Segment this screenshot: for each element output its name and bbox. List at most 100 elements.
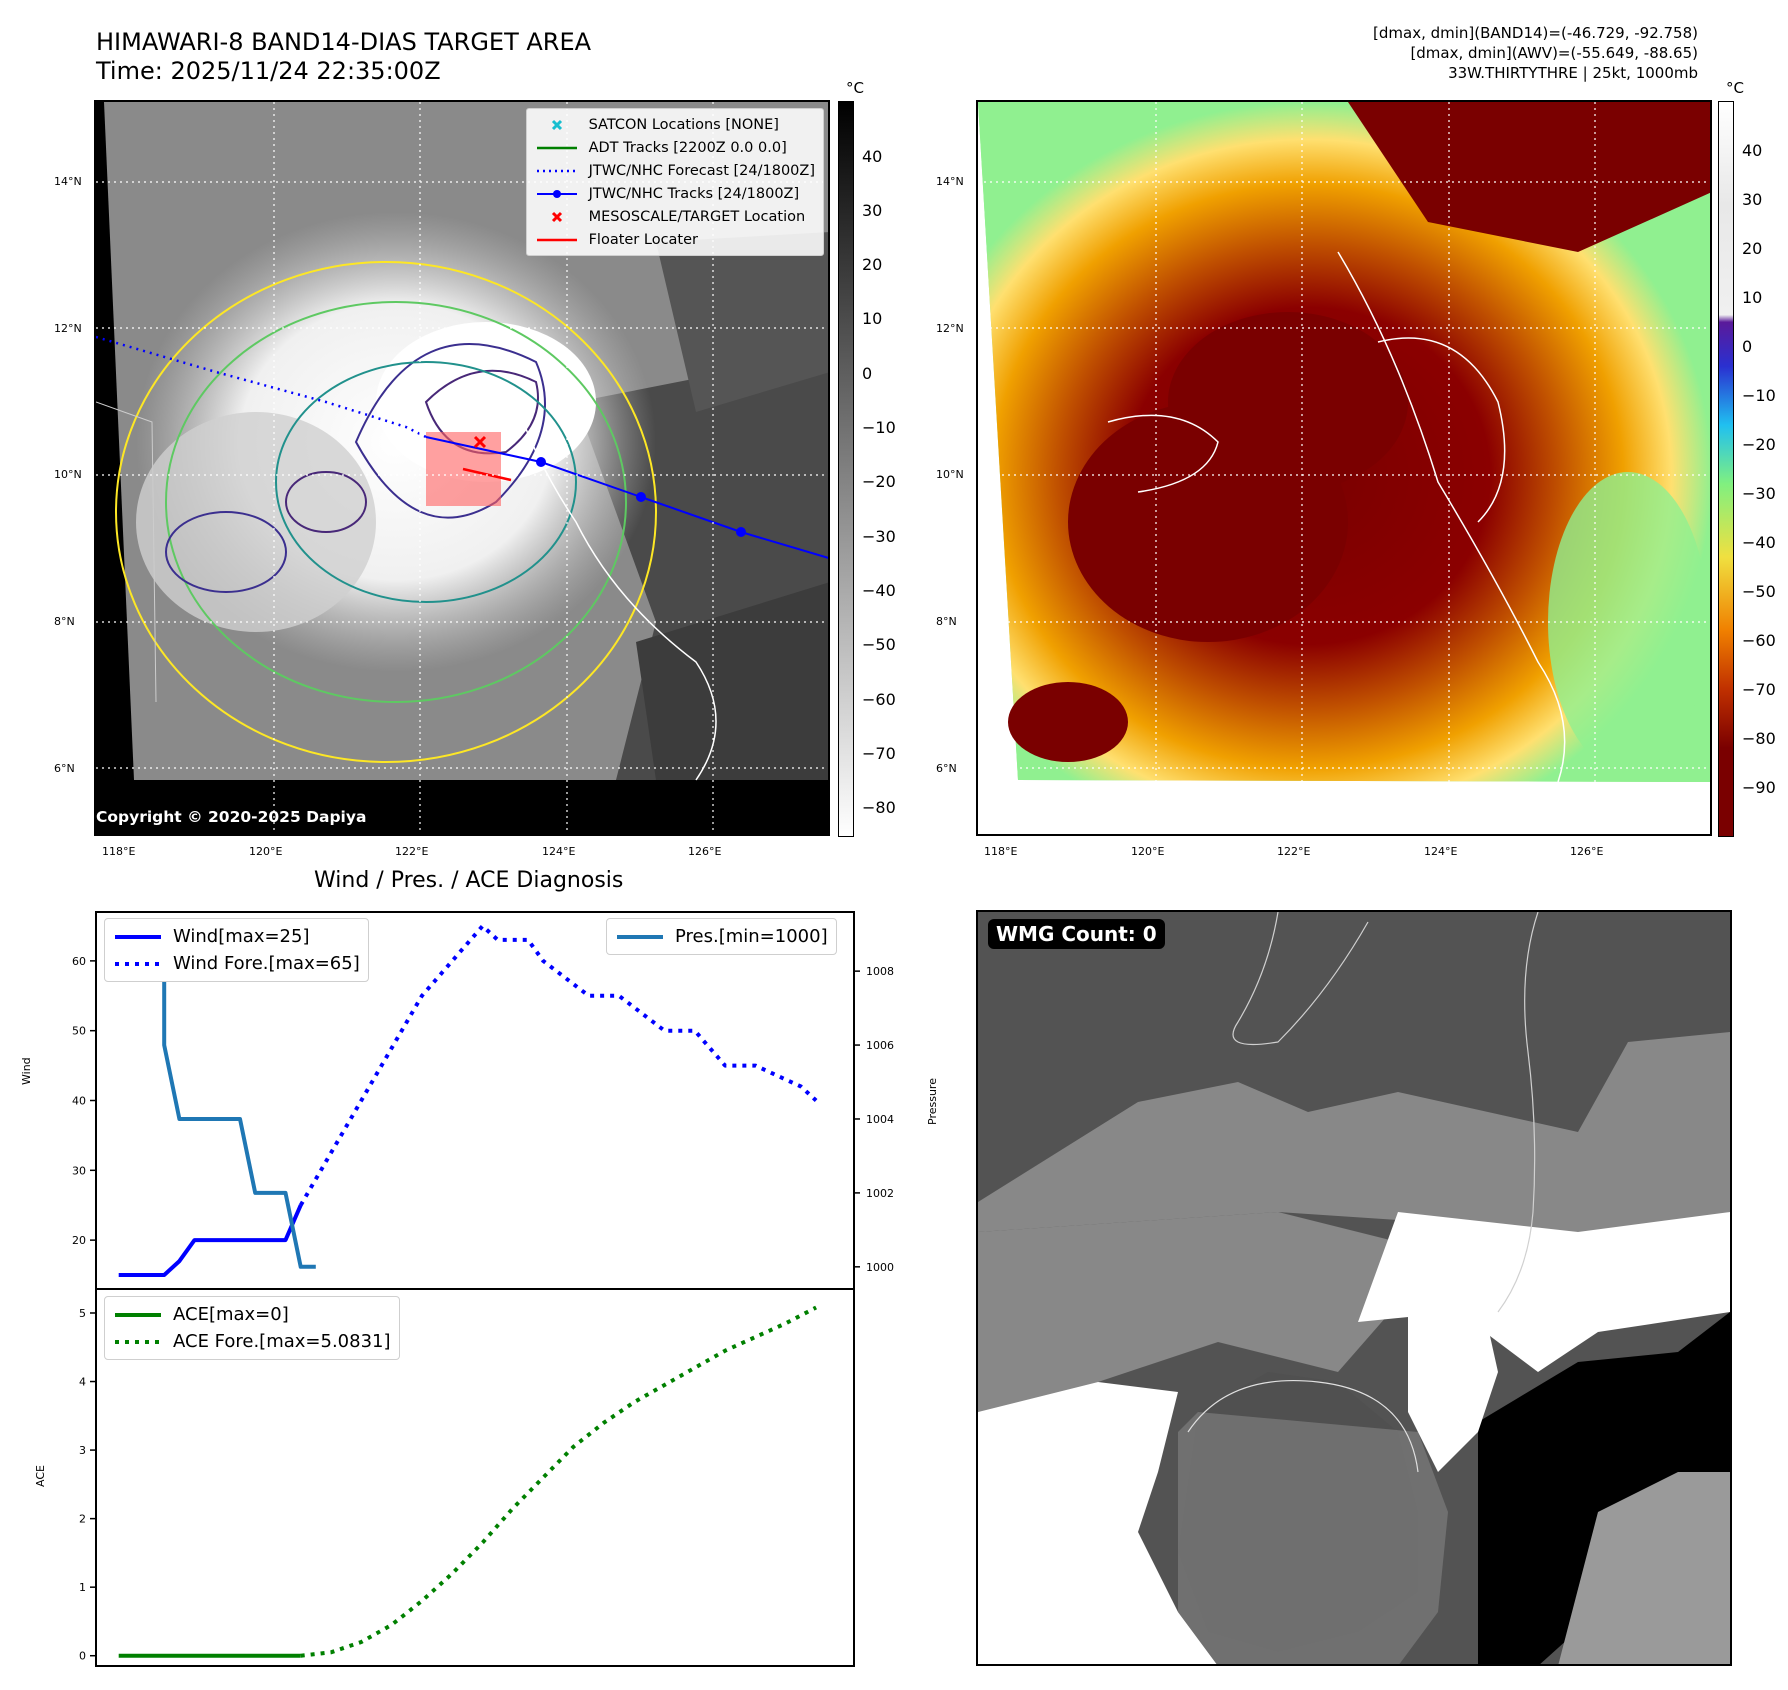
enh-cb-tick: −70 — [1742, 680, 1776, 699]
legend-satcon: SATCON Locations [NONE] — [535, 113, 815, 136]
ir-cb-tick: −10 — [862, 418, 896, 437]
line-swatch-icon — [535, 233, 579, 247]
lat-label: 12°N — [936, 322, 964, 335]
ir-cb-tick: −50 — [862, 635, 896, 654]
ir-cb-tick: −60 — [862, 690, 896, 709]
legend-floater: Floater Locater — [535, 228, 815, 251]
lon-label: 126°E — [688, 845, 722, 858]
y-tick-label: 20 — [72, 1234, 86, 1247]
lon-label: 124°E — [1424, 845, 1458, 858]
ace-legend: ACE[max=0] ACE Fore.[max=5.0831] — [104, 1296, 400, 1360]
y-tick-label: 5 — [79, 1307, 86, 1320]
ir-map-legend: SATCON Locations [NONE] ADT Tracks [2200… — [525, 108, 824, 256]
enh-cb-tick: 30 — [1742, 190, 1763, 209]
line-swatch-icon — [113, 1308, 163, 1322]
ir-cb-tick: 10 — [862, 309, 883, 328]
y-tick-label: 4 — [79, 1376, 86, 1389]
enh-cb-tick: −60 — [1742, 631, 1776, 650]
series-line — [298, 924, 818, 1207]
awv-stats: [dmax, dmin](AWV)=(-55.649, -88.65) — [1410, 44, 1698, 62]
x-marker-icon — [535, 118, 579, 132]
line-swatch-icon — [535, 141, 579, 155]
lat-label: 10°N — [54, 468, 82, 481]
enh-cb-tick: 40 — [1742, 141, 1763, 160]
y-tick-label: 3 — [79, 1444, 86, 1457]
copyright-notice: Copyright © 2020-2025 Dapiya — [96, 808, 367, 826]
series-line — [118, 1204, 303, 1277]
ir-colorbar-unit: °C — [846, 79, 864, 97]
enh-cb-tick: −80 — [1742, 729, 1776, 748]
y-tick-label: 40 — [72, 1095, 86, 1108]
ir-cb-tick: −80 — [862, 798, 896, 817]
lon-label: 126°E — [1570, 845, 1604, 858]
dotted-line-icon — [535, 164, 579, 178]
y-tick-label: 2 — [79, 1513, 86, 1526]
legend-pres: Pres.[min=1000] — [615, 923, 828, 950]
y-tick-label: 1008 — [866, 965, 894, 978]
series-line — [149, 932, 316, 1269]
y-tick-label: 1 — [79, 1581, 86, 1594]
enh-cb-tick: −40 — [1742, 533, 1776, 552]
ir-cb-tick: −70 — [862, 744, 896, 763]
legend-forecast: JTWC/NHC Forecast [24/1800Z] — [535, 159, 815, 182]
lat-label: 10°N — [936, 468, 964, 481]
lat-label: 12°N — [54, 322, 82, 335]
wmg-count-badge: WMG Count: 0 — [988, 919, 1165, 949]
line-dot-icon — [535, 187, 579, 201]
wind-axis-label: Wind — [20, 1057, 33, 1085]
ir-cb-tick: 40 — [862, 147, 883, 166]
series-line — [300, 1305, 818, 1658]
enh-cb-tick: −90 — [1742, 778, 1776, 797]
legend-wind: Wind[max=25] — [113, 923, 360, 950]
y-tick-label: 1004 — [866, 1113, 894, 1126]
ir-cb-tick: 20 — [862, 255, 883, 274]
wmg-classification-map — [976, 910, 1732, 1666]
figure-title: HIMAWARI-8 BAND14-DIAS TARGET AREA — [96, 28, 592, 56]
legend-target: MESOSCALE/TARGET Location — [535, 205, 815, 228]
y-tick-label: 1000 — [866, 1261, 894, 1274]
y-tick-label: 50 — [72, 1025, 86, 1038]
lat-label: 6°N — [936, 762, 957, 775]
ir-cb-tick: −20 — [862, 472, 896, 491]
y-tick-label: 0 — [79, 1650, 86, 1663]
lon-label: 120°E — [249, 845, 283, 858]
dotted-line-icon — [113, 1335, 163, 1349]
legend-adt: ADT Tracks [2200Z 0.0 0.0] — [535, 136, 815, 159]
y-tick-label: 1006 — [866, 1039, 894, 1052]
lon-label: 118°E — [984, 845, 1018, 858]
lon-label: 122°E — [1277, 845, 1311, 858]
y-tick-label: 60 — [72, 955, 86, 968]
y-tick-label: 30 — [72, 1164, 86, 1177]
lat-label: 8°N — [936, 615, 957, 628]
lat-label: 14°N — [54, 175, 82, 188]
lat-label: 14°N — [936, 175, 964, 188]
ir-cb-tick: 0 — [862, 364, 873, 383]
wind-legend: Wind[max=25] Wind Fore.[max=65] — [104, 918, 369, 982]
dotted-line-icon — [113, 957, 163, 971]
figure-time: Time: 2025/11/24 22:35:00Z — [96, 57, 441, 85]
lon-label: 118°E — [102, 845, 136, 858]
ir-cb-tick: 30 — [862, 201, 883, 220]
enh-cb-tick: −10 — [1742, 386, 1776, 405]
enh-cb-tick: −50 — [1742, 582, 1776, 601]
pressure-legend: Pres.[min=1000] — [606, 918, 837, 955]
enh-cb-tick: −30 — [1742, 484, 1776, 503]
wmg-imagery — [978, 912, 1730, 1664]
enhanced-colorbar — [1718, 101, 1734, 837]
legend-tracks: JTWC/NHC Tracks [24/1800Z] — [535, 182, 815, 205]
ir-enhanced-map — [976, 100, 1712, 836]
enhanced-colorbar-unit: °C — [1726, 79, 1744, 97]
enh-cb-tick: 0 — [1742, 337, 1753, 356]
legend-ace-fore: ACE Fore.[max=5.0831] — [113, 1328, 391, 1355]
legend-wind-fore: Wind Fore.[max=65] — [113, 950, 360, 977]
line-swatch-icon — [113, 930, 163, 944]
storm-info: 33W.THIRTYTHRE | 25kt, 1000mb — [1448, 64, 1698, 82]
lat-label: 8°N — [54, 615, 75, 628]
enhanced-map-imagery — [978, 102, 1710, 834]
x-marker-icon — [535, 210, 579, 224]
enh-cb-tick: −20 — [1742, 435, 1776, 454]
enh-cb-tick: 10 — [1742, 288, 1763, 307]
lon-label: 120°E — [1131, 845, 1165, 858]
legend-ace: ACE[max=0] — [113, 1301, 391, 1328]
